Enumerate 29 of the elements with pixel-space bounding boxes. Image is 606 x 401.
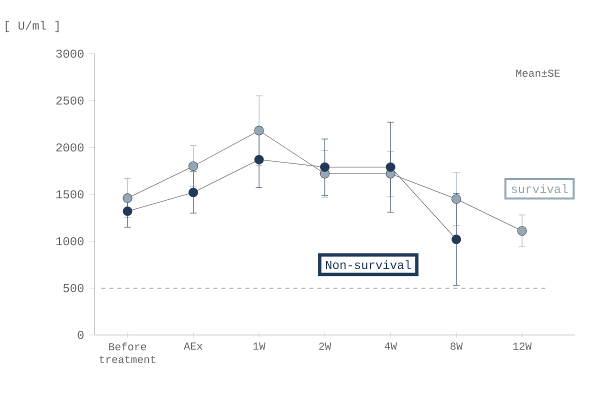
point (320, 162, 330, 172)
x-tick-label: 2W (319, 342, 332, 350)
x-tick-label: Before treatment (100, 342, 156, 364)
y-tick-label: 0 (78, 330, 84, 340)
point (386, 162, 396, 172)
text: survival (512, 184, 568, 194)
point (452, 234, 462, 244)
point (188, 161, 198, 172)
y-tick-label: 2500 (56, 96, 84, 105)
y-tick-label: 500 (63, 284, 84, 292)
x-tick-label: 12W (513, 342, 532, 350)
x-tick-label: AEx (184, 342, 202, 350)
point (122, 193, 132, 203)
point (254, 126, 264, 136)
y-axis-title: [ U/ml ] (6, 20, 59, 32)
x-tick-label: 1W (253, 342, 266, 350)
x-tick-label: 8W (450, 342, 463, 350)
y-tick-label: 1000 (56, 237, 84, 246)
point (188, 188, 198, 198)
x-tick-label: 4W (384, 342, 397, 350)
point (122, 206, 132, 216)
y-tick-label: 2000 (56, 143, 84, 152)
point (254, 154, 264, 164)
point (517, 226, 527, 236)
text: Non-survival (326, 260, 411, 270)
y-tick-label: 1500 (56, 190, 84, 198)
annotation: Mean±SE (516, 70, 560, 77)
point (452, 194, 462, 204)
y-tick-label: 3000 (56, 50, 84, 58)
